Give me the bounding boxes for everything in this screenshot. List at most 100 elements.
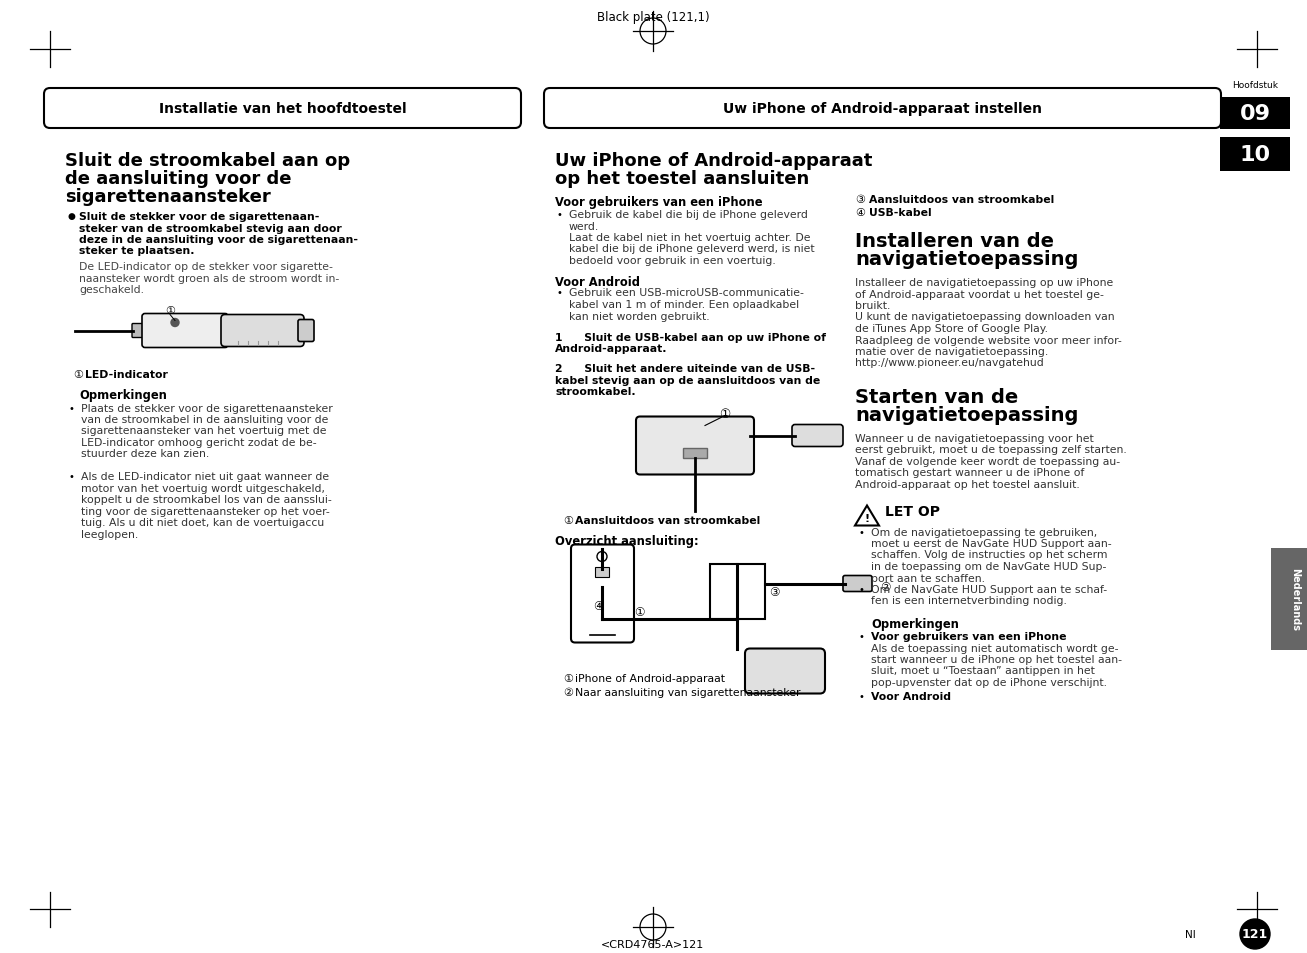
Text: sigarettenaansteker van het voertuig met de: sigarettenaansteker van het voertuig met… (81, 426, 327, 436)
Text: Overzicht aansluiting:: Overzicht aansluiting: (555, 534, 699, 547)
Text: •: • (557, 210, 563, 220)
Text: Uw iPhone of Android-apparaat: Uw iPhone of Android-apparaat (555, 152, 872, 170)
Text: •: • (859, 584, 865, 595)
Text: 1  Sluit de USB-kabel aan op uw iPhone of: 1 Sluit de USB-kabel aan op uw iPhone of (555, 333, 826, 343)
Polygon shape (855, 506, 880, 526)
Text: Naar aansluiting van sigarettenaansteker: Naar aansluiting van sigarettenaansteker (575, 687, 800, 697)
Text: 121: 121 (1242, 927, 1268, 941)
Text: ③: ③ (855, 194, 865, 205)
Text: Black plate (121,1): Black plate (121,1) (597, 10, 710, 24)
Text: van de stroomkabel in de aansluiting voor de: van de stroomkabel in de aansluiting voo… (81, 415, 328, 424)
Text: Android-apparaat op het toestel aansluit.: Android-apparaat op het toestel aansluit… (855, 479, 1080, 490)
Text: Sluit de stekker voor de sigarettenaan-: Sluit de stekker voor de sigarettenaan- (78, 212, 319, 222)
FancyBboxPatch shape (684, 448, 707, 458)
Text: •: • (69, 472, 74, 482)
Text: iPhone of Android-apparaat: iPhone of Android-apparaat (575, 674, 725, 684)
Text: Als de LED-indicator niet uit gaat wanneer de: Als de LED-indicator niet uit gaat wanne… (81, 472, 329, 482)
Text: 2  Sluit het andere uiteinde van de USB-: 2 Sluit het andere uiteinde van de USB- (555, 364, 816, 374)
Text: leeglopen.: leeglopen. (81, 530, 139, 539)
Text: in de toepassing om de NavGate HUD Sup-: in de toepassing om de NavGate HUD Sup- (870, 561, 1106, 572)
Text: NI: NI (1185, 929, 1196, 939)
Text: sluit, moet u “Toestaan” aantippen in het: sluit, moet u “Toestaan” aantippen in he… (870, 666, 1095, 676)
Text: Plaats de stekker voor de sigarettenaansteker: Plaats de stekker voor de sigarettenaans… (81, 403, 333, 413)
Text: Starten van de: Starten van de (855, 388, 1018, 407)
Text: navigatietoepassing: navigatietoepassing (855, 406, 1078, 424)
Text: ②: ② (563, 687, 572, 697)
Text: 10: 10 (1239, 145, 1270, 165)
Text: Aansluitdoos van stroomkabel: Aansluitdoos van stroomkabel (575, 516, 761, 526)
Text: Voor Android: Voor Android (870, 691, 951, 700)
FancyBboxPatch shape (142, 314, 227, 348)
Text: •: • (859, 691, 865, 700)
Text: kabel van 1 m of minder. Een oplaadkabel: kabel van 1 m of minder. Een oplaadkabel (569, 299, 799, 310)
Text: fen is een internetverbinding nodig.: fen is een internetverbinding nodig. (870, 596, 1067, 606)
Text: steker te plaatsen.: steker te plaatsen. (78, 246, 195, 256)
Text: ①: ① (719, 408, 731, 421)
Text: Opmerkingen: Opmerkingen (78, 389, 167, 402)
Text: Sluit de stroomkabel aan op: Sluit de stroomkabel aan op (65, 152, 350, 170)
Text: ①: ① (563, 674, 572, 684)
Text: •: • (859, 527, 865, 537)
Text: werd.: werd. (569, 221, 599, 232)
Text: •: • (557, 288, 563, 298)
Text: <CRD4765-A>121: <CRD4765-A>121 (601, 939, 704, 949)
Text: schaffen. Volg de instructies op het scherm: schaffen. Volg de instructies op het sch… (870, 550, 1107, 560)
Text: !: ! (864, 513, 869, 523)
Text: USB-kabel: USB-kabel (869, 208, 932, 218)
Text: http://www.pioneer.eu/navgatehud: http://www.pioneer.eu/navgatehud (855, 358, 1044, 368)
FancyBboxPatch shape (710, 564, 765, 618)
Text: de iTunes App Store of Google Play.: de iTunes App Store of Google Play. (855, 324, 1048, 334)
Circle shape (171, 319, 179, 327)
Text: moet u eerst de NavGate HUD Support aan-: moet u eerst de NavGate HUD Support aan- (870, 538, 1112, 548)
Text: •: • (859, 631, 865, 641)
Text: Gebruik de kabel die bij de iPhone geleverd: Gebruik de kabel die bij de iPhone gelev… (569, 210, 808, 220)
Text: kan niet worden gebruikt.: kan niet worden gebruikt. (569, 312, 710, 321)
Text: ④: ④ (855, 208, 865, 218)
Text: geschakeld.: geschakeld. (78, 285, 144, 294)
Text: Installatie van het hoofdtoestel: Installatie van het hoofdtoestel (158, 102, 406, 116)
Text: ①: ① (634, 605, 644, 618)
Text: navigatietoepassing: navigatietoepassing (855, 250, 1078, 269)
FancyBboxPatch shape (745, 649, 825, 694)
Text: De LED-indicator op de stekker voor sigarette-: De LED-indicator op de stekker voor siga… (78, 262, 333, 272)
Text: Nederlands: Nederlands (1290, 568, 1300, 631)
Text: Raadpleeg de volgende website voor meer infor-: Raadpleeg de volgende website voor meer … (855, 335, 1121, 345)
Text: ①: ① (165, 306, 175, 316)
Text: matie over de navigatietoepassing.: matie over de navigatietoepassing. (855, 347, 1048, 356)
Text: Wanneer u de navigatietoepassing voor het: Wanneer u de navigatietoepassing voor he… (855, 434, 1094, 443)
Text: •: • (69, 403, 74, 413)
Text: Android-apparaat.: Android-apparaat. (555, 344, 668, 355)
Text: ②: ② (880, 580, 890, 594)
Text: steker van de stroomkabel stevig aan door: steker van de stroomkabel stevig aan doo… (78, 223, 341, 233)
FancyBboxPatch shape (1219, 138, 1290, 172)
Text: bruikt.: bruikt. (855, 301, 890, 311)
Text: pop-upvenster dat op de iPhone verschijnt.: pop-upvenster dat op de iPhone verschijn… (870, 678, 1107, 687)
Text: Om de NavGate HUD Support aan te schaf-: Om de NavGate HUD Support aan te schaf- (870, 584, 1107, 595)
Text: koppelt u de stroomkabel los van de aansslui-: koppelt u de stroomkabel los van de aans… (81, 495, 332, 505)
Text: Installeer de navigatietoepassing op uw iPhone: Installeer de navigatietoepassing op uw … (855, 277, 1114, 288)
Text: kabel die bij de iPhone geleverd werd, is niet: kabel die bij de iPhone geleverd werd, i… (569, 244, 814, 254)
Text: Laat de kabel niet in het voertuig achter. De: Laat de kabel niet in het voertuig achte… (569, 233, 810, 243)
FancyBboxPatch shape (571, 545, 634, 643)
FancyBboxPatch shape (792, 425, 843, 447)
Text: stroomkabel.: stroomkabel. (555, 387, 635, 396)
Text: ③: ③ (769, 585, 779, 598)
Text: ●: ● (67, 212, 74, 221)
Text: Installeren van de: Installeren van de (855, 232, 1053, 251)
Text: motor van het voertuig wordt uitgeschakeld,: motor van het voertuig wordt uitgeschake… (81, 483, 325, 494)
Circle shape (1240, 919, 1270, 949)
FancyBboxPatch shape (298, 320, 314, 342)
Text: Voor gebruikers van een iPhone: Voor gebruikers van een iPhone (555, 195, 762, 209)
FancyBboxPatch shape (544, 89, 1221, 129)
Text: tuig. Als u dit niet doet, kan de voertuigaccu: tuig. Als u dit niet doet, kan de voertu… (81, 518, 324, 528)
Text: start wanneer u de iPhone op het toestel aan-: start wanneer u de iPhone op het toestel… (870, 655, 1121, 664)
Text: kabel stevig aan op de aansluitdoos van de: kabel stevig aan op de aansluitdoos van … (555, 375, 821, 385)
Text: port aan te schaffen.: port aan te schaffen. (870, 573, 985, 583)
Text: Vanaf de volgende keer wordt de toepassing au-: Vanaf de volgende keer wordt de toepassi… (855, 456, 1120, 467)
Text: Gebruik een USB-microUSB-communicatie-: Gebruik een USB-microUSB-communicatie- (569, 288, 804, 298)
Text: LED-indicator: LED-indicator (85, 369, 167, 379)
FancyBboxPatch shape (221, 315, 305, 347)
Text: Hoofdstuk: Hoofdstuk (1233, 81, 1278, 91)
FancyBboxPatch shape (132, 324, 146, 338)
Text: tomatisch gestart wanneer u de iPhone of: tomatisch gestart wanneer u de iPhone of (855, 468, 1085, 478)
